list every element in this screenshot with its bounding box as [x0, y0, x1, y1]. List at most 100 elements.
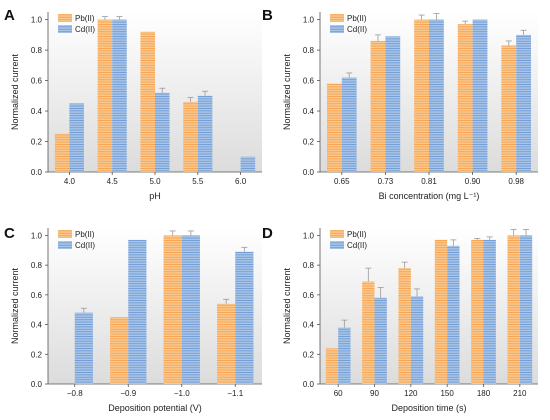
bar-pb [110, 317, 129, 384]
x-tick-label: −0.9 [120, 389, 136, 398]
x-axis-label: Bi concentration (mg L⁻¹) [379, 191, 480, 201]
error-bar [365, 267, 372, 282]
bar-pb [362, 281, 375, 384]
bar-pb [457, 24, 473, 172]
bar-cd [74, 312, 93, 384]
error-bar [80, 307, 87, 313]
x-tick-label: 0.73 [378, 177, 394, 186]
y-tick-label: 0.6 [31, 291, 43, 300]
y-axis-label: Normalized current [10, 53, 20, 130]
error-bar [414, 288, 421, 297]
bar-cd [374, 297, 387, 384]
bar-cd [155, 92, 170, 172]
y-tick-label: 0.2 [31, 138, 43, 147]
error-bar [433, 13, 440, 20]
y-tick-label: 0.0 [303, 380, 315, 389]
error-bar [202, 90, 209, 96]
x-tick-label: 0.81 [421, 177, 437, 186]
y-tick-label: 1.0 [303, 16, 315, 25]
x-tick-label: −0.8 [67, 389, 83, 398]
x-axis-label: Deposition potential (V) [108, 403, 202, 413]
bar-pb [398, 268, 411, 384]
legend: Pb(II) Cd(II) [58, 230, 95, 250]
legend: Pb(II) Cd(II) [330, 230, 367, 250]
bar-cd [197, 95, 213, 172]
bar-pb [326, 83, 342, 172]
y-tick-label: 1.0 [303, 231, 315, 240]
y-tick-label: 0.6 [303, 77, 315, 86]
y-axis-label: Normalized current [282, 267, 292, 344]
bar-pb [507, 235, 520, 384]
y-tick-label: 0.0 [303, 168, 315, 177]
bar-pb [370, 40, 386, 173]
legend-swatch-cd [58, 241, 72, 249]
bar-cd [410, 296, 424, 384]
panel-a: A 0.0 0.2 0.4 0.6 0.8 1.0 4.0 4.5 5.0 5.5 6.0 pH Norm… [4, 7, 262, 201]
y-tick-label: 1.0 [31, 231, 43, 240]
bar-cd [472, 19, 488, 172]
legend-label: Cd(II) [347, 25, 367, 34]
error-bar [510, 229, 517, 236]
error-bar [187, 96, 194, 102]
bar-cd [483, 239, 496, 384]
x-tick-label: 210 [513, 389, 527, 398]
legend-label: Pb(II) [347, 230, 367, 239]
x-axis-label: Deposition time (s) [391, 403, 466, 413]
legend-label: Pb(II) [75, 14, 95, 23]
bar-pb [414, 19, 429, 172]
error-bar [159, 87, 166, 93]
panel-b: B 0.0 0.2 0.4 0.6 0.8 1.0 0.65 0.73 0.81 0.90 0.98 B… [262, 7, 538, 201]
error-bar [101, 16, 108, 20]
legend-label: Pb(II) [75, 230, 95, 239]
error-bar [169, 230, 176, 236]
bar-pb [97, 19, 113, 172]
panel-c: C 0.0 0.2 0.4 0.6 0.8 1.0 −0.8 −0.9 −1.0 −1.1 Depos… [4, 225, 262, 413]
bar-cd [112, 19, 127, 172]
error-bar [374, 34, 381, 41]
legend-swatch-pb [58, 230, 72, 238]
x-tick-label: 5.0 [149, 177, 161, 186]
error-bar [462, 20, 469, 25]
x-tick-label: 6.0 [235, 177, 247, 186]
error-bar [450, 239, 457, 246]
y-tick-label: 0.6 [303, 291, 315, 300]
x-tick-label: 150 [440, 389, 454, 398]
panel-letter: A [4, 7, 15, 24]
x-tick-label: 4.0 [64, 177, 76, 186]
legend-swatch-pb [330, 14, 344, 22]
y-tick-label: 0.4 [31, 321, 43, 330]
x-tick-label: 0.90 [465, 177, 481, 186]
bar-pb [325, 348, 339, 384]
bar-pb [217, 303, 236, 384]
bar-pb [183, 101, 198, 172]
legend-swatch-cd [330, 241, 344, 249]
y-tick-label: 0.2 [303, 350, 315, 359]
error-bar [346, 72, 353, 78]
y-tick-label: 1.0 [31, 16, 43, 25]
y-tick-label: 0.8 [303, 46, 315, 55]
y-tick-label: 0.8 [303, 261, 315, 270]
legend-swatch-cd [330, 25, 344, 33]
bar-cd [235, 251, 254, 384]
y-tick-label: 0.0 [31, 168, 43, 177]
x-tick-label: 180 [477, 389, 491, 398]
bar-cd [447, 245, 460, 384]
legend: Pb(II) Cd(II) [58, 14, 95, 34]
legend-label: Cd(II) [75, 25, 95, 34]
x-tick-label: −1.0 [174, 389, 190, 398]
error-bar [223, 298, 230, 304]
legend-label: Pb(II) [347, 14, 367, 23]
x-tick-label: 120 [404, 389, 418, 398]
panel-letter: B [262, 7, 273, 24]
error-bar [523, 229, 530, 236]
x-tick-label: 0.65 [334, 177, 350, 186]
bar-cd [385, 36, 401, 172]
legend-label: Cd(II) [75, 241, 95, 250]
error-bar [401, 261, 408, 269]
bar-pb [471, 239, 484, 384]
y-tick-label: 0.2 [31, 350, 43, 359]
bar-pb [501, 45, 517, 172]
x-tick-label: −1.1 [227, 389, 243, 398]
x-tick-label: 60 [334, 389, 343, 398]
